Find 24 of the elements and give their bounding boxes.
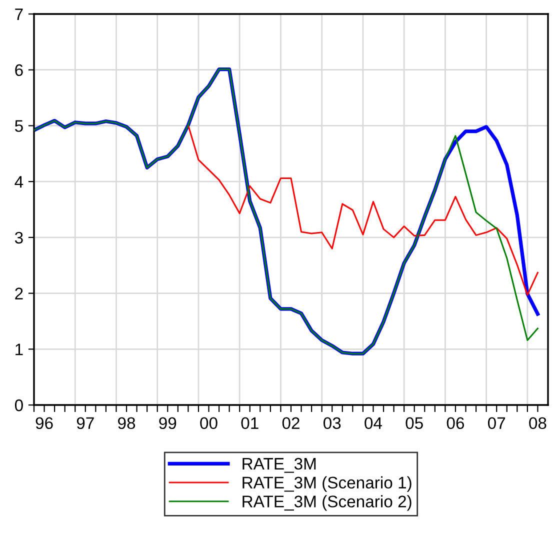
x-tick-label: 00 (200, 417, 218, 430)
x-tick-label: 06 (446, 417, 464, 430)
x-tick-label: 05 (406, 417, 423, 430)
x-tick-label: 99 (159, 417, 176, 430)
y-tick-label: 7 (15, 8, 23, 20)
x-tick-label: 02 (282, 417, 300, 430)
y-tick-label: 4 (14, 176, 24, 188)
x-tick-label: 98 (118, 417, 136, 430)
legend-label: RATE_3M (242, 458, 316, 473)
y-tick-label: 1 (16, 344, 23, 356)
y-tick-label: 3 (14, 232, 23, 244)
x-tick-label: 04 (364, 417, 382, 430)
x-tick-label: 97 (76, 417, 94, 430)
x-tick-label: 03 (324, 417, 341, 430)
y-tick-label: 5 (14, 120, 23, 132)
y-tick-label: 6 (15, 64, 23, 76)
legend-label: RATE_3M (Scenario 2) (242, 495, 412, 511)
y-tick-label: 2 (15, 288, 23, 300)
y-tick-label: 0 (14, 399, 23, 412)
legend-label: RATE_3M (Scenario 1) (242, 476, 412, 492)
x-tick-label: 07 (488, 417, 506, 430)
x-tick-label: 01 (241, 417, 258, 430)
x-tick-label: 08 (529, 417, 546, 430)
x-tick-label: 96 (36, 417, 53, 430)
